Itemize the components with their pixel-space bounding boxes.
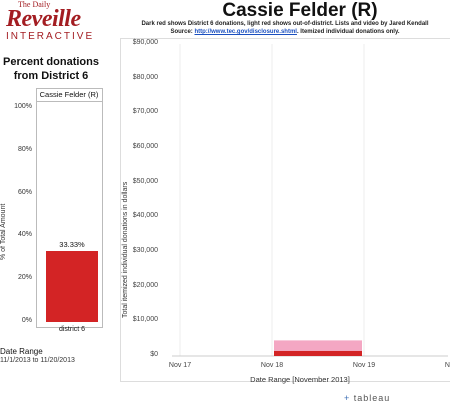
- right-y-tick: $60,000: [132, 143, 158, 150]
- right-x-tick: Nov 20: [444, 362, 450, 369]
- right-bar-district[interactable]: [274, 350, 362, 356]
- left-bar[interactable]: [46, 250, 98, 322]
- left-panel-title: Percent donations from District 6: [3, 56, 99, 82]
- left-bar-value-label: 33.33%: [59, 239, 85, 249]
- right-y-tick: $90,000: [132, 39, 158, 46]
- date-range-value[interactable]: 11/1/2013 to 11/20/2013: [0, 357, 75, 364]
- source-suffix: . Itemized individual donations only.: [296, 29, 400, 35]
- right-chart-svg: [172, 44, 448, 357]
- logo-kicker: The Daily: [18, 0, 51, 9]
- right-y-tick: $70,000: [132, 108, 158, 116]
- left-y-tick: 80%: [17, 145, 32, 153]
- subtitle-line1: Dark red shows District 6 donations, lig…: [141, 21, 429, 27]
- source-prefix: Source:: [170, 29, 195, 35]
- right-bar-out-of-district[interactable]: [274, 340, 362, 351]
- right-x-tick: Nov 18: [260, 362, 284, 369]
- tableau-logo[interactable]: + tableau: [344, 393, 390, 403]
- right-x-tick: Nov 17: [168, 362, 192, 369]
- left-x-tick: district 6: [58, 326, 86, 333]
- chart-title: Cassie Felder (R): [222, 0, 378, 21]
- left-y-tick: 60%: [17, 188, 32, 196]
- right-y-tick: $20,000: [132, 281, 158, 289]
- right-y-tick: $10,000: [132, 316, 158, 324]
- date-range-heading: Date Range: [0, 347, 43, 356]
- right-y-tick: $40,000: [132, 212, 158, 220]
- tableau-plus-icon: +: [344, 393, 351, 403]
- right-x-axis-label: Date Range [November 2013]: [250, 375, 350, 384]
- subtitle-line2: Source: http://www.tec.gov/disclosure.sh…: [120, 29, 450, 35]
- source-link[interactable]: http://www.tec.gov/disclosure.shtml: [194, 29, 297, 35]
- tableau-wordmark: tableau: [353, 393, 391, 403]
- left-y-tick: 40%: [17, 231, 32, 239]
- left-y-tick: 100%: [14, 103, 32, 110]
- right-y-tick: $0: [150, 351, 158, 358]
- logo-sub: INTERACTIVE: [6, 31, 95, 42]
- right-x-tick: Nov 19: [352, 362, 376, 369]
- right-chart-frame: [120, 38, 450, 382]
- logo-main: Reveille: [6, 6, 81, 32]
- left-column-header: Cassie Felder (R): [36, 88, 102, 102]
- right-y-tick: $80,000: [132, 73, 158, 81]
- left-y-tick: 20%: [17, 274, 32, 282]
- right-y-tick: $30,000: [132, 247, 158, 254]
- right-y-tick: $50,000: [132, 177, 158, 185]
- left-y-tick: 0%: [21, 317, 32, 324]
